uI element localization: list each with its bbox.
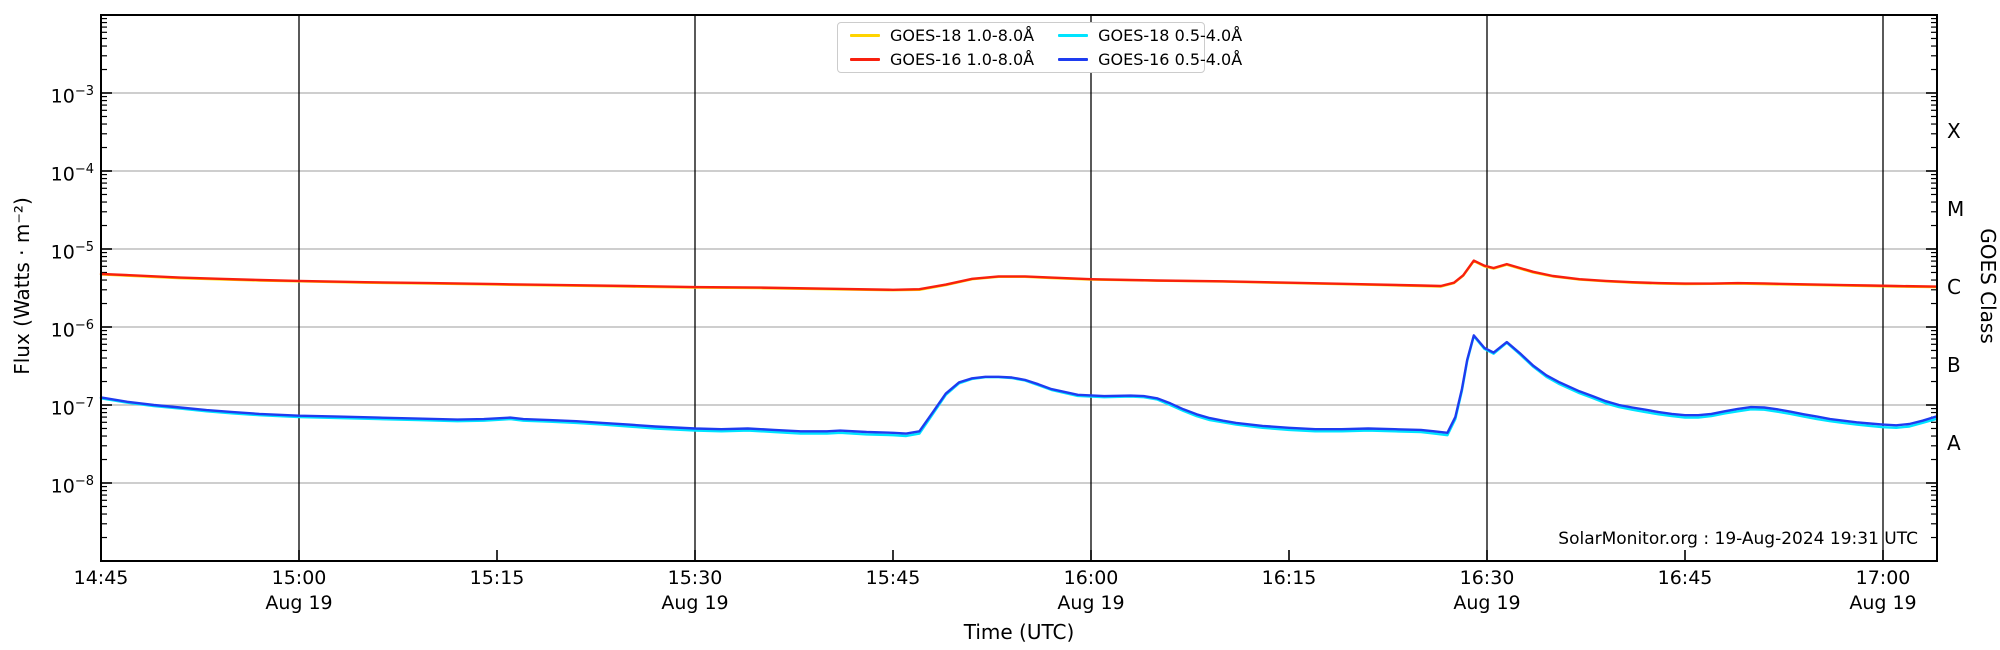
y-tick-label: 10−4 xyxy=(50,162,94,186)
x-tick-date-label: Aug 19 xyxy=(661,592,729,614)
goes-class-label-b: B xyxy=(1947,353,1961,377)
x-tick-label: 16:45 xyxy=(1657,567,1713,589)
x-tick-label: 16:15 xyxy=(1261,567,1317,589)
y-axis-title: Flux (Watts · m⁻²) xyxy=(10,197,34,375)
x-tick-label: 15:45 xyxy=(865,567,921,589)
x-tick-date-label: Aug 19 xyxy=(1849,592,1917,614)
y-tick-label: 10−5 xyxy=(50,240,94,264)
legend-item: GOES-18 0.5-4.0Å xyxy=(1058,26,1242,45)
legend-line-swatch xyxy=(850,34,880,38)
flux-curve-goes-18-0-5-4-0- xyxy=(99,334,1938,438)
legend-item: GOES-16 1.0-8.0Å xyxy=(850,50,1034,69)
legend-line-swatch xyxy=(850,57,880,61)
x-tick-date-label: Aug 19 xyxy=(1453,592,1521,614)
goes-class-label-m: M xyxy=(1947,197,1965,221)
legend-item: GOES-16 0.5-4.0Å xyxy=(1058,50,1242,69)
y-tick-label: 10−8 xyxy=(50,474,94,498)
legend: GOES-18 1.0-8.0Å GOES-16 1.0-8.0Å GOES-18 … xyxy=(837,22,1242,73)
legend-label: GOES-16 1.0-8.0Å xyxy=(890,49,1035,69)
flux-curve-goes-16-0-5-4-0- xyxy=(99,334,1938,435)
goes-class-axis-title: GOES Class xyxy=(1976,228,2000,344)
x-tick-label: 16:00 xyxy=(1063,567,1119,589)
x-tick-label: 15:00 xyxy=(271,567,327,589)
goes-class-label-x: X xyxy=(1947,119,1961,143)
x-tick-label: 14:45 xyxy=(73,567,129,589)
goes-class-label-c: C xyxy=(1947,275,1961,299)
x-tick-label: 15:30 xyxy=(667,567,723,589)
goes-class-label-a: A xyxy=(1947,431,1961,455)
y-tick-label: 10−7 xyxy=(50,396,94,420)
y-tick-label: 10−6 xyxy=(50,318,94,342)
legend-line-swatch xyxy=(1058,57,1089,61)
x-tick-label: 16:30 xyxy=(1459,567,1515,589)
legend-line-swatch xyxy=(1058,34,1089,38)
plot-border xyxy=(100,14,1938,562)
flux-curve-goes-16-1-0-8-0- xyxy=(99,259,1938,291)
legend-label: GOES-18 0.5-4.0Å xyxy=(1098,26,1243,46)
attribution-text: SolarMonitor.org : 19-Aug-2024 19:31 UTC xyxy=(1558,529,1918,549)
legend-label: GOES-16 0.5-4.0Å xyxy=(1098,49,1243,69)
legend-label: GOES-18 1.0-8.0Å xyxy=(890,26,1035,46)
x-tick-date-label: Aug 19 xyxy=(265,592,333,614)
legend-item: GOES-18 1.0-8.0Å xyxy=(850,26,1034,45)
x-tick-label: 17:00 xyxy=(1855,567,1911,589)
x-tick-date-label: Aug 19 xyxy=(1057,592,1125,614)
y-tick-label: 10−3 xyxy=(50,84,94,108)
x-axis-title: Time (UTC) xyxy=(963,620,1075,644)
x-tick-label: 15:15 xyxy=(469,567,525,589)
